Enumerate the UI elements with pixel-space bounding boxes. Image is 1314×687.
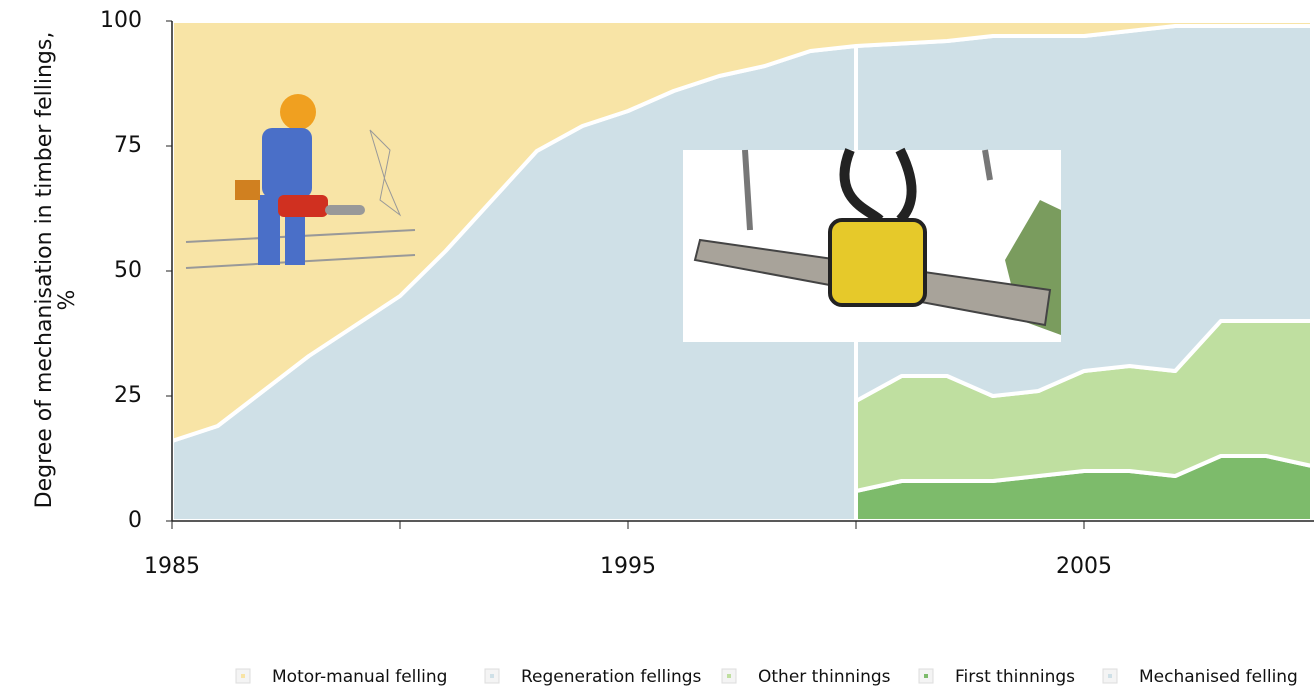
y-tick-label: 0 bbox=[128, 508, 142, 533]
axes bbox=[166, 20, 1314, 529]
legend-swatch bbox=[1108, 674, 1112, 678]
legend-swatch bbox=[490, 674, 494, 678]
y-axis-label: Degree of mechanisation in timber fellin… bbox=[32, 32, 57, 509]
legend-label: Other thinnings bbox=[758, 667, 891, 687]
y-axis-label: % bbox=[55, 290, 80, 311]
legend-label: First thinnings bbox=[955, 667, 1075, 687]
forester-illustration bbox=[185, 94, 416, 269]
legend: Motor-manual felling Regeneration felling… bbox=[235, 667, 1298, 687]
x-tick-label: 1995 bbox=[600, 554, 656, 579]
y-tick-label: 50 bbox=[114, 258, 142, 283]
illustrations bbox=[185, 94, 1061, 342]
y-tick-label: 75 bbox=[114, 133, 142, 158]
y-tick-label: 100 bbox=[100, 8, 142, 33]
legend-swatch bbox=[727, 674, 731, 678]
area bbox=[170, 19, 1314, 443]
x-tick-label: 1985 bbox=[144, 554, 200, 579]
legend-label: Mechanised felling bbox=[1139, 667, 1298, 687]
legend-swatch bbox=[241, 674, 245, 678]
legend-label: Motor-manual felling bbox=[272, 667, 447, 687]
legend-swatch bbox=[924, 674, 928, 678]
harvester-illustration bbox=[683, 147, 1061, 342]
legend-label: Regeneration fellings bbox=[521, 667, 702, 687]
y-tick-label: 25 bbox=[114, 383, 142, 408]
x-tick-label: 2005 bbox=[1056, 554, 1112, 579]
